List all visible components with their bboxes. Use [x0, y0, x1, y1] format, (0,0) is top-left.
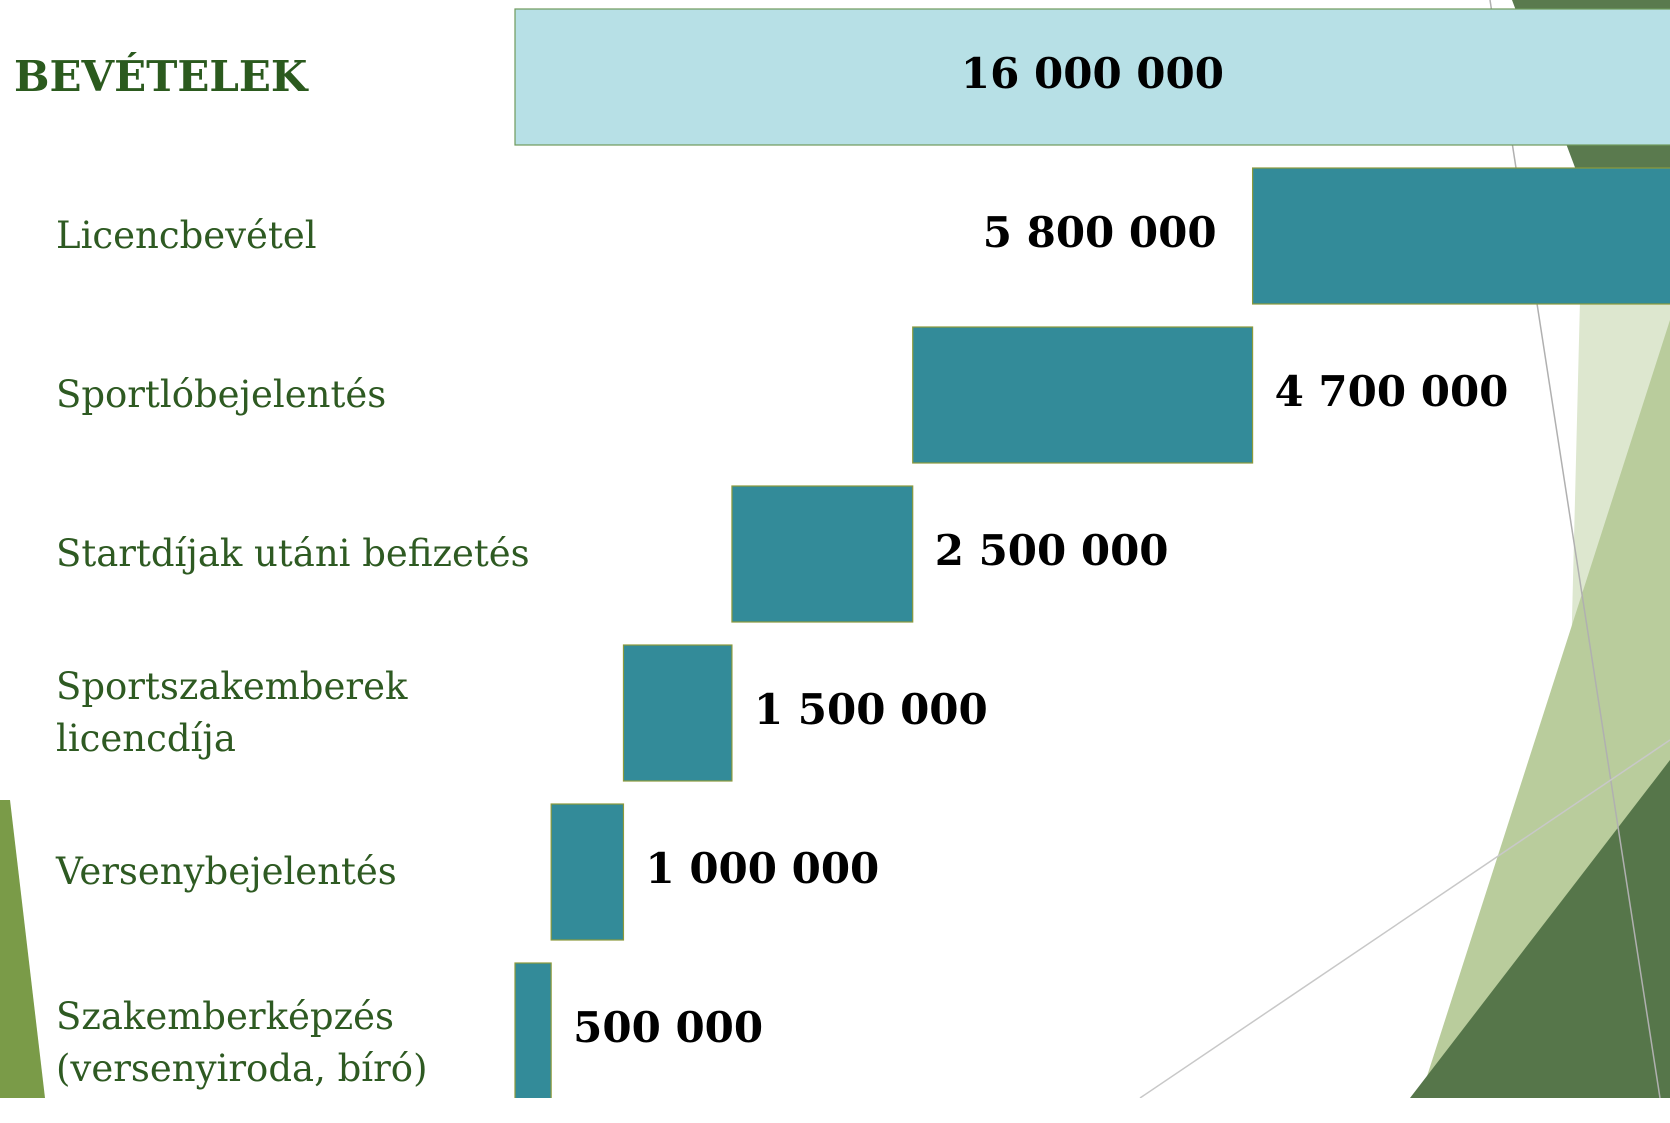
value-label: 500 000	[573, 1003, 763, 1052]
total-label: BEVÉTELEK	[14, 51, 308, 101]
value-label: 4 700 000	[1275, 367, 1509, 416]
category-label: Szakemberképzés (versenyiroda, bíró)	[56, 995, 428, 1090]
deco-shape	[1410, 760, 1670, 1098]
bar	[514, 962, 552, 1098]
category-label: Versenybejelentés	[56, 850, 397, 894]
slide: {"chart_data": {"type": "waterfall", "ca…	[0, 0, 1670, 1098]
chart: 16 000 000 5 800 000 4 700 000 2 500 000 1 5…	[0, 0, 1670, 1098]
deco-line	[1139, 739, 1670, 1098]
deco-shape	[0, 800, 45, 1098]
bar	[622, 644, 733, 782]
bar	[731, 485, 914, 623]
value-label: 1 000 000	[645, 844, 879, 893]
total-bar	[514, 8, 1670, 146]
bar	[550, 803, 625, 941]
value-label: 16 000 000	[961, 49, 1224, 98]
bar	[1251, 167, 1670, 305]
value-label: 5 800 000	[983, 208, 1217, 257]
category-label: Sportszakemberek licencdíja	[56, 665, 408, 760]
value-label: 2 500 000	[935, 526, 1169, 575]
value-label: 1 500 000	[754, 685, 988, 734]
bar	[912, 326, 1254, 464]
category-label: Sportlóbejelentés	[56, 373, 387, 417]
category-label: Startdíjak utáni befizetés	[56, 532, 530, 576]
category-label: Licencbevétel	[56, 214, 317, 258]
